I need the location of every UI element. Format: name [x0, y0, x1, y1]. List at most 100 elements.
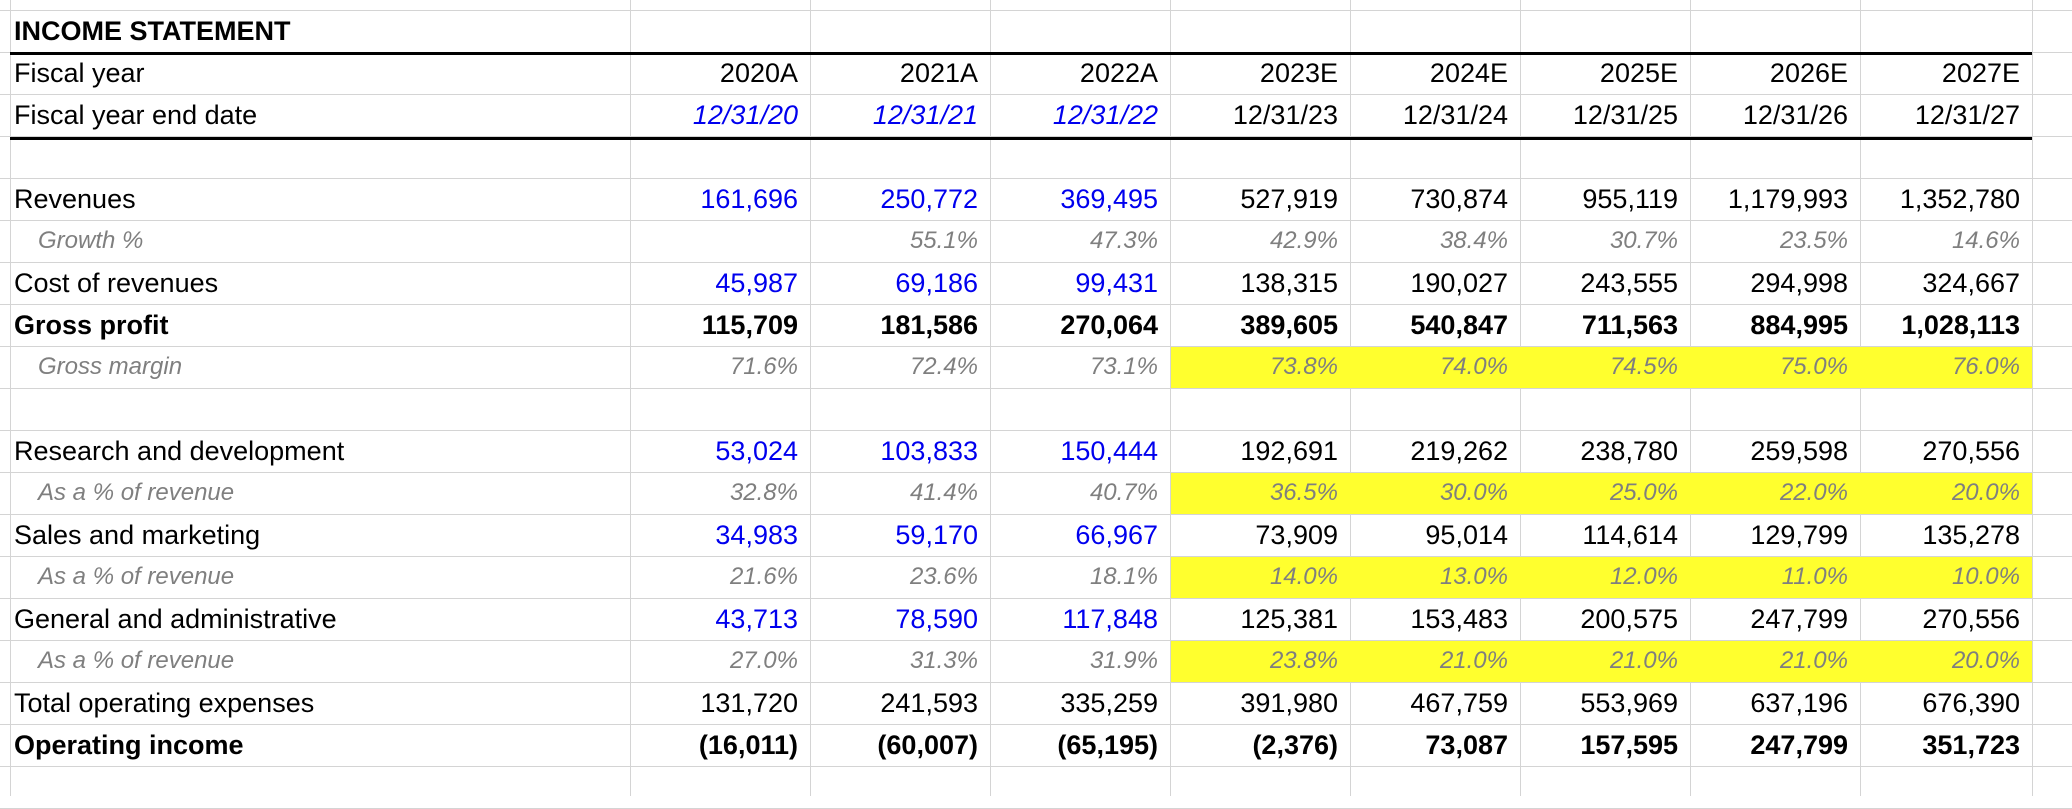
value-cell[interactable]: 250,772 [880, 184, 978, 214]
value-cell[interactable]: 711,563 [1581, 310, 1678, 340]
value-cell[interactable]: 884,995 [1750, 310, 1848, 340]
value-cell[interactable]: 25.0% [1609, 479, 1678, 506]
value-cell[interactable]: 190,027 [1410, 268, 1508, 298]
fiscal-year-end-cell[interactable]: 12/31/20 [692, 100, 798, 130]
value-cell[interactable]: 13.0% [1439, 563, 1508, 590]
value-cell[interactable]: 324,667 [1922, 268, 2020, 298]
value-cell[interactable]: 21.0% [1779, 647, 1848, 674]
value-cell[interactable]: 47.3% [1089, 227, 1158, 254]
value-cell[interactable]: 43,713 [715, 604, 798, 634]
value-cell[interactable]: 192,691 [1240, 436, 1338, 466]
value-cell[interactable]: 11.0% [1781, 563, 1848, 590]
value-cell[interactable]: 294,998 [1750, 268, 1848, 298]
value-cell[interactable]: 20.0% [1951, 647, 2020, 674]
value-cell[interactable]: 117,848 [1062, 604, 1158, 634]
value-cell[interactable]: 22.0% [1779, 479, 1848, 506]
value-cell[interactable]: 23.6% [909, 563, 978, 590]
value-cell[interactable]: 23.8% [1269, 647, 1338, 674]
fiscal-year-end-cell[interactable]: 12/31/26 [1742, 100, 1848, 130]
value-cell[interactable]: 23.5% [1779, 227, 1848, 254]
fiscal-year-end-cell[interactable]: 12/31/22 [1052, 100, 1158, 130]
value-cell[interactable]: 238,780 [1580, 436, 1678, 466]
value-cell[interactable]: 157,595 [1580, 730, 1678, 760]
value-cell[interactable]: 553,969 [1580, 688, 1678, 718]
value-cell[interactable]: 32.8% [729, 479, 798, 506]
value-cell[interactable]: 18.1% [1089, 563, 1158, 590]
value-cell[interactable]: 21.0% [1439, 647, 1508, 674]
value-cell[interactable]: (2,376) [1252, 730, 1338, 760]
value-cell[interactable]: 467,759 [1410, 688, 1508, 718]
value-cell[interactable]: 73.8% [1269, 353, 1338, 380]
value-cell[interactable]: 138,315 [1240, 268, 1338, 298]
value-cell[interactable]: 73,087 [1425, 730, 1508, 760]
value-cell[interactable]: 389,605 [1240, 310, 1338, 340]
value-cell[interactable]: 30.0% [1439, 479, 1508, 506]
value-cell[interactable]: 27.0% [729, 647, 798, 674]
value-cell[interactable]: 12.0% [1609, 563, 1678, 590]
value-cell[interactable]: 75.0% [1779, 353, 1848, 380]
value-cell[interactable]: 20.0% [1951, 479, 2020, 506]
value-cell[interactable]: (65,195) [1057, 730, 1158, 760]
fiscal-year-cell[interactable]: 2026E [1769, 58, 1848, 88]
fiscal-year-end-cell[interactable]: 12/31/27 [1914, 100, 2020, 130]
value-cell[interactable]: 351,723 [1922, 730, 2020, 760]
value-cell[interactable]: 1,352,780 [1899, 184, 2020, 214]
value-cell[interactable]: 53,024 [715, 436, 798, 466]
value-cell[interactable]: 41.4% [909, 479, 978, 506]
value-cell[interactable]: 14.0% [1269, 563, 1338, 590]
value-cell[interactable]: 1,179,993 [1727, 184, 1848, 214]
value-cell[interactable] [630, 220, 810, 262]
value-cell[interactable]: 73.1% [1089, 353, 1158, 380]
value-cell[interactable]: 150,444 [1060, 436, 1158, 466]
fiscal-year-cell[interactable]: 2025E [1599, 58, 1678, 88]
value-cell[interactable]: 99,431 [1075, 268, 1158, 298]
value-cell[interactable]: 369,495 [1060, 184, 1158, 214]
value-cell[interactable]: 161,696 [700, 184, 798, 214]
value-cell[interactable]: 219,262 [1410, 436, 1508, 466]
fiscal-year-cell[interactable]: 2021A [899, 58, 978, 88]
value-cell[interactable]: 153,483 [1410, 604, 1508, 634]
value-cell[interactable]: 131,720 [700, 688, 798, 718]
value-cell[interactable]: 71.6% [729, 353, 798, 380]
value-cell[interactable]: 31.3% [909, 647, 978, 674]
value-cell[interactable]: 76.0% [1951, 353, 2020, 380]
value-cell[interactable]: 21.0% [1609, 647, 1678, 674]
value-cell[interactable]: (60,007) [877, 730, 978, 760]
value-cell[interactable]: 247,799 [1750, 604, 1848, 634]
value-cell[interactable]: 247,799 [1750, 730, 1848, 760]
value-cell[interactable]: 135,278 [1922, 520, 2020, 550]
value-cell[interactable]: 259,598 [1750, 436, 1848, 466]
fiscal-year-cell[interactable]: 2024E [1429, 58, 1508, 88]
value-cell[interactable]: 30.7% [1609, 227, 1678, 254]
value-cell[interactable]: 78,590 [895, 604, 978, 634]
value-cell[interactable]: 955,119 [1582, 184, 1678, 214]
value-cell[interactable]: 270,064 [1060, 310, 1158, 340]
value-cell[interactable]: 40.7% [1089, 479, 1158, 506]
fiscal-year-end-cell[interactable]: 12/31/23 [1232, 100, 1338, 130]
fiscal-year-cell[interactable]: 2020A [719, 58, 798, 88]
value-cell[interactable]: 391,980 [1240, 688, 1338, 718]
value-cell[interactable]: 270,556 [1922, 604, 2020, 634]
value-cell[interactable]: 540,847 [1410, 310, 1508, 340]
fiscal-year-cell[interactable]: 2023E [1259, 58, 1338, 88]
value-cell[interactable]: 676,390 [1922, 688, 2020, 718]
value-cell[interactable]: 181,586 [880, 310, 978, 340]
value-cell[interactable]: 66,967 [1075, 520, 1158, 550]
value-cell[interactable]: 74.0% [1439, 353, 1508, 380]
value-cell[interactable]: 31.9% [1089, 647, 1158, 674]
value-cell[interactable]: 114,614 [1582, 520, 1678, 550]
value-cell[interactable]: 129,799 [1750, 520, 1848, 550]
value-cell[interactable]: 243,555 [1580, 268, 1678, 298]
value-cell[interactable]: 69,186 [895, 268, 978, 298]
value-cell[interactable]: 72.4% [909, 353, 978, 380]
value-cell[interactable]: 14.6% [1951, 227, 2020, 254]
value-cell[interactable]: 527,919 [1240, 184, 1338, 214]
value-cell[interactable]: 73,909 [1255, 520, 1338, 550]
fiscal-year-cell[interactable]: 2027E [1941, 58, 2020, 88]
value-cell[interactable]: 125,381 [1240, 604, 1338, 634]
value-cell[interactable]: 115,709 [701, 310, 798, 340]
value-cell[interactable]: 36.5% [1269, 479, 1338, 506]
value-cell[interactable]: (16,011) [698, 730, 798, 760]
fiscal-year-end-cell[interactable]: 12/31/24 [1402, 100, 1508, 130]
value-cell[interactable]: 10.0% [1951, 563, 2020, 590]
